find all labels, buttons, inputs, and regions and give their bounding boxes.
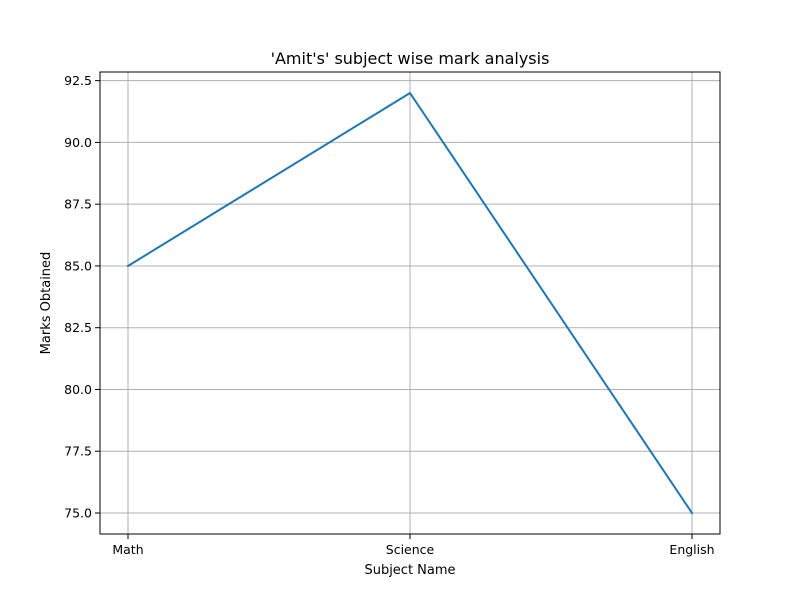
x-tick-label: Math xyxy=(112,542,143,557)
series-line xyxy=(126,92,694,515)
y-tick-label: 87.5 xyxy=(64,197,92,212)
chart-title: 'Amit's' subject wise mark analysis xyxy=(271,49,550,68)
y-tick-label: 85.0 xyxy=(64,258,92,273)
tick-layer: Math Science English 75.0 77.5 80.0 82.5 85.0 87… xyxy=(64,73,714,557)
y-axis-label: Marks Obtained xyxy=(39,252,54,355)
y-tick-label: 82.5 xyxy=(64,320,92,335)
y-tick-label: 80.0 xyxy=(64,382,92,397)
x-axis-label: Subject Name xyxy=(364,563,455,578)
grid-layer xyxy=(100,72,720,534)
x-tick-label: Science xyxy=(386,542,435,557)
x-tick-label: English xyxy=(669,542,714,557)
y-tick-label: 90.0 xyxy=(64,135,92,150)
y-tick-label: 92.5 xyxy=(64,73,92,88)
y-tick-label: 75.0 xyxy=(64,506,92,521)
y-tick-label: 77.5 xyxy=(64,444,92,459)
series-layer xyxy=(126,92,694,515)
